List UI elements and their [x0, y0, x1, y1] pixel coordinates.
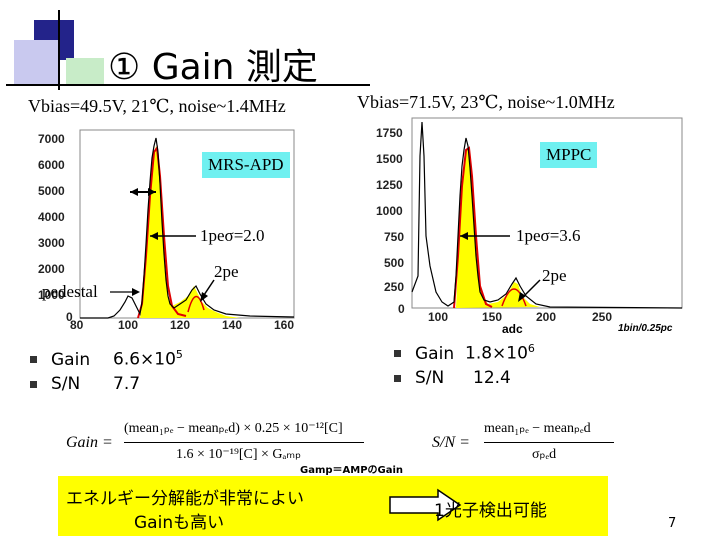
right-gain-key: Gain	[415, 343, 455, 364]
deco-horizontal-line	[6, 84, 370, 86]
conclusion-left-line2: Gainも高い	[134, 513, 225, 533]
right-gain-exp: 6	[527, 342, 535, 355]
right-ytick: 750	[384, 230, 405, 244]
right-result-gain: Gain 1.8×106	[394, 342, 535, 364]
right-ytick: 1250	[376, 178, 403, 192]
left-ytick: 3000	[38, 236, 65, 250]
right-condition: Vbias=71.5V, 23℃, noise~1.0MHz	[357, 92, 615, 112]
left-sn-value: 7.7	[113, 374, 141, 394]
gain-formula-numerator: (mean₁ₚₑ − meanₚₑd) × 0.25 × 10⁻¹²[C]	[124, 421, 343, 436]
sn-formula-numerator: mean₁ₚₑ − meanₚₑd	[484, 421, 591, 436]
left-ytick: 4000	[38, 210, 65, 224]
right-sn-value: 12.4	[473, 368, 511, 388]
left-result-gain: Gain 6.6×105	[30, 348, 183, 370]
sn-formula-denominator: σₚₑd	[532, 447, 557, 462]
right-x-label: adc	[502, 322, 523, 336]
right-ytick: 1750	[376, 126, 403, 140]
left-device-label: MRS-APD	[202, 152, 290, 178]
left-sn-key: S/N	[51, 374, 81, 394]
right-2pe-label: 2pe	[542, 266, 567, 285]
left-xtick: 120	[170, 318, 191, 332]
left-xtick: 80	[70, 318, 84, 332]
slide-title: ① Gain 測定	[108, 47, 318, 88]
right-result-sn: S/N 12.4	[394, 368, 511, 388]
right-ytick: 1500	[376, 152, 403, 166]
bullet-icon	[394, 374, 401, 382]
right-sn-key: S/N	[415, 368, 445, 388]
left-ytick: 5000	[38, 184, 65, 198]
left-ytick: 2000	[38, 262, 65, 276]
left-xtick: 140	[222, 318, 243, 332]
left-xtick: 100	[118, 318, 139, 332]
left-result-sn: S/N 7.7	[30, 374, 140, 394]
left-ytick: 7000	[38, 132, 65, 146]
right-arrow-icon	[389, 488, 462, 522]
left-2pe-label: 2pe	[214, 262, 239, 281]
conclusion-banner: エネルギー分解能が非常によい Gainも高い 1光子検出可能	[58, 476, 608, 536]
right-ytick: 0	[398, 302, 405, 316]
right-xtick: 100	[428, 310, 449, 324]
left-condition: Vbias=49.5V, 21℃, noise~1.4MHz	[28, 96, 286, 116]
right-device-label: MPPC	[540, 142, 598, 168]
left-gain-value: 6.6×10	[113, 349, 176, 370]
right-xtick: 250	[592, 310, 613, 324]
deco-vertical-line	[58, 10, 60, 90]
left-ytick: 6000	[38, 158, 65, 172]
right-bin-note: 1bin/0.25pc	[618, 323, 673, 334]
sn-fraction-bar	[484, 442, 614, 443]
bullet-icon	[394, 350, 401, 358]
deco-square-light	[14, 40, 60, 84]
left-gain-key: Gain	[51, 349, 91, 370]
gain-formula-lhs: Gain =	[66, 434, 113, 451]
conclusion-left-line1: エネルギー分解能が非常によい	[66, 489, 304, 509]
left-pedestal-label: pedestal	[42, 282, 98, 301]
right-ytick: 250	[384, 280, 405, 294]
gamp-note: Gamp＝AMPのGain	[300, 465, 404, 476]
right-sigma-label: 1peσ=3.6	[516, 226, 581, 245]
left-gain-exp: 5	[175, 348, 183, 361]
left-ytick: 0	[66, 310, 73, 324]
right-gain-value: 1.8×10	[465, 343, 528, 364]
right-xtick: 200	[536, 310, 557, 324]
left-annotation-lines	[110, 232, 215, 302]
sn-formula-lhs: S/N =	[432, 434, 470, 451]
left-sigma-label: 1peσ=2.0	[200, 226, 265, 245]
deco-square-green	[66, 58, 104, 86]
right-annotation-lines	[518, 279, 541, 302]
conclusion-right: 1光子検出可能	[434, 501, 547, 521]
gain-fraction-bar	[124, 442, 364, 443]
right-ytick: 1000	[376, 204, 403, 218]
page-number: 7	[668, 516, 677, 531]
right-xtick: 150	[482, 310, 503, 324]
bullet-icon	[30, 380, 37, 388]
bullet-icon	[30, 356, 37, 364]
right-ytick: 500	[384, 256, 405, 270]
gain-formula-denominator: 1.6 × 10⁻¹⁹[C] × Gₐₘₚ	[176, 447, 302, 462]
left-ytick: 1000	[38, 288, 65, 302]
left-xtick: 160	[274, 318, 295, 332]
